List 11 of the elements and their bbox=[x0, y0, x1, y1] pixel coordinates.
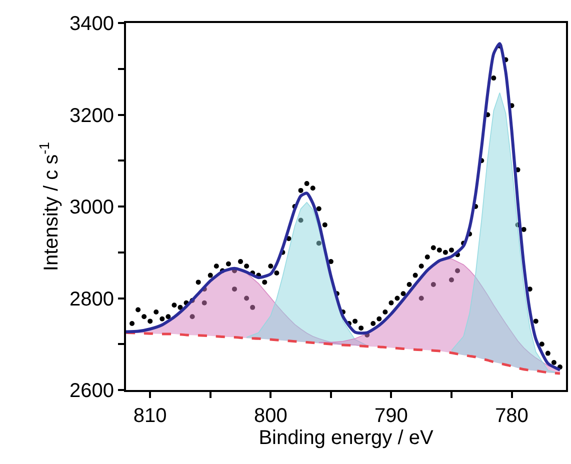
x-tick-label: 810 bbox=[133, 405, 167, 427]
y-tick-label: 2800 bbox=[70, 288, 114, 310]
x-axis-title: Binding energy / eV bbox=[258, 427, 434, 449]
x-tick-label: 800 bbox=[254, 405, 288, 427]
y-tick-label: 2600 bbox=[70, 380, 114, 402]
x-tick-label: 780 bbox=[495, 405, 528, 427]
y-tick-label: 3400 bbox=[70, 13, 114, 35]
line-series bbox=[126, 331, 562, 375]
y-tick-label: 3200 bbox=[70, 104, 114, 127]
y-tick-label: 3000 bbox=[70, 196, 114, 218]
x-tick-label: 790 bbox=[374, 405, 408, 427]
